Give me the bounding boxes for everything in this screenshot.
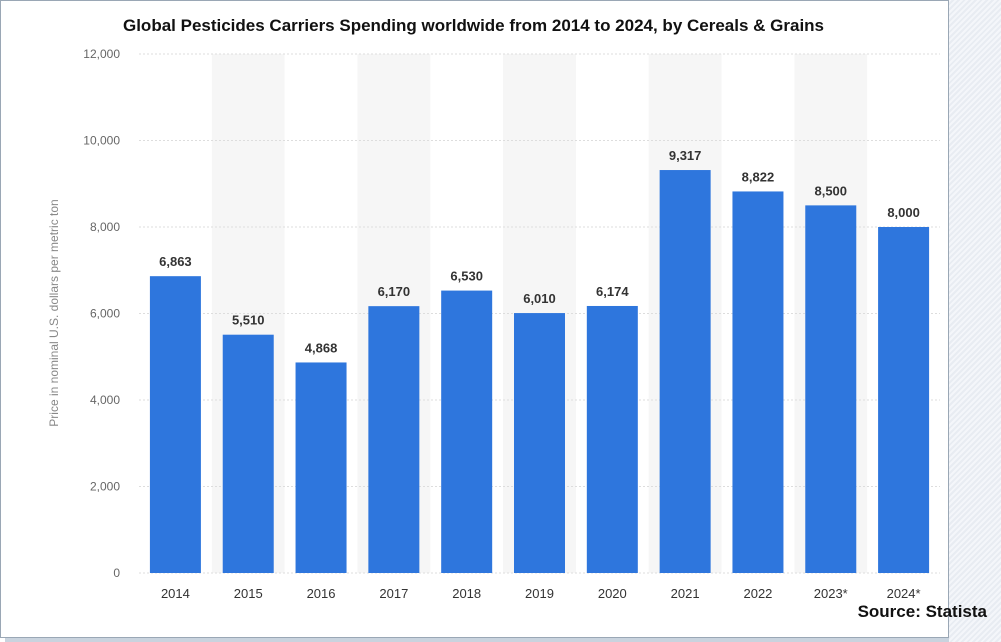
- y-tick-label: 8,000: [90, 220, 120, 234]
- x-axis-ticks: 2014 2015 2016 2017 2018 2019 2020 2021 2022 2023…: [161, 586, 921, 601]
- data-label-2018: 6,530: [450, 269, 483, 284]
- bar-2020: [586, 305, 638, 573]
- bar-2017: [368, 306, 420, 573]
- bar-2021: [659, 170, 711, 574]
- bar-2023*: [805, 205, 857, 573]
- y-tick-label: 10,000: [83, 134, 120, 148]
- data-label-2019: 6,010: [523, 291, 556, 306]
- bar-2016: [295, 362, 347, 573]
- y-axis-label: Price in nominal U.S. dollars per metric…: [47, 199, 61, 426]
- bar-2015: [222, 334, 274, 573]
- y-tick-label: 4,000: [90, 393, 120, 407]
- x-tick-2020: 2020: [598, 586, 627, 601]
- data-label-2022: 8,822: [742, 169, 775, 184]
- bar-2019: [514, 313, 565, 573]
- x-tick-2023*: 2023*: [814, 586, 848, 601]
- data-label-2017: 6,170: [378, 284, 411, 299]
- chart-title: Global Pesticides Carriers Spending worl…: [122, 16, 825, 35]
- data-label-2014: 6,863: [159, 254, 192, 269]
- y-tick-label: 2,000: [90, 480, 120, 494]
- data-labels: 6,863 5,510 4,868 6,170 6,530 6,010 6,174 9,317…: [159, 148, 920, 355]
- x-tick-2019: 2019: [525, 586, 554, 601]
- data-label-2015: 5,510: [232, 313, 265, 328]
- bars: [149, 170, 930, 574]
- bar-2022: [732, 191, 784, 574]
- y-tick-label: 6,000: [90, 307, 120, 321]
- bar-2024*: [878, 227, 930, 573]
- bar-chart: 0 2,000 4,000 6,000 8,000 10,000 12,000 6,863 5…: [47, 47, 940, 601]
- background-strip: [949, 0, 1001, 642]
- data-label-2023*: 8,500: [814, 183, 847, 198]
- x-tick-2018: 2018: [452, 586, 481, 601]
- x-tick-2022: 2022: [743, 586, 772, 601]
- y-tick-label: 0: [113, 566, 120, 580]
- x-tick-2024*: 2024*: [887, 586, 921, 601]
- data-label-2016: 4,868: [305, 340, 338, 355]
- x-tick-2021: 2021: [671, 586, 700, 601]
- data-label-2024*: 8,000: [887, 205, 920, 220]
- y-axis-ticks: 0 2,000 4,000 6,000 8,000 10,000 12,000: [83, 47, 120, 580]
- x-tick-2017: 2017: [379, 586, 408, 601]
- bar-2014: [149, 276, 201, 573]
- x-tick-2014: 2014: [161, 586, 190, 601]
- y-tick-label: 12,000: [83, 47, 120, 61]
- bar-2018: [441, 290, 493, 573]
- x-tick-2016: 2016: [307, 586, 336, 601]
- x-tick-2015: 2015: [234, 586, 263, 601]
- source-note: Source: Statista: [857, 602, 987, 621]
- data-label-2020: 6,174: [596, 284, 629, 299]
- data-label-2021: 9,317: [669, 148, 702, 163]
